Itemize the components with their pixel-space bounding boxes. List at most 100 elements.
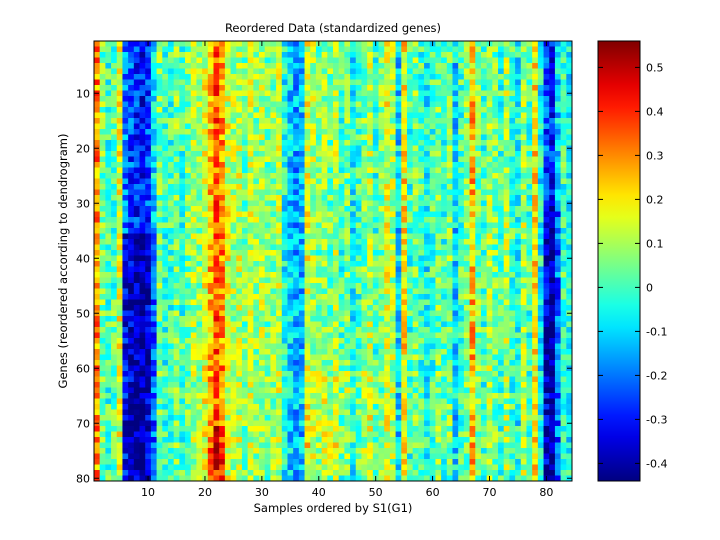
heatmap-cell <box>463 250 470 256</box>
heatmap-cell <box>281 327 288 333</box>
heatmap-cell <box>287 360 294 366</box>
heatmap-cell <box>105 145 112 152</box>
heatmap-cell <box>94 217 101 223</box>
heatmap-cell <box>469 338 476 344</box>
heatmap-cell <box>270 222 277 229</box>
heatmap-cell <box>372 310 379 317</box>
heatmap-cell <box>122 52 129 58</box>
heatmap-cell <box>327 261 334 267</box>
heatmap-cell <box>207 96 214 102</box>
heatmap-cell <box>173 354 180 361</box>
heatmap-cell <box>190 57 197 64</box>
heatmap-cell <box>213 321 220 328</box>
heatmap-cell <box>224 349 231 355</box>
heatmap-cell <box>418 349 425 355</box>
heatmap-cell <box>270 79 277 86</box>
heatmap-cell <box>361 360 368 366</box>
heatmap-cell <box>173 277 180 284</box>
heatmap-cell <box>384 79 391 86</box>
heatmap-cell <box>156 107 163 113</box>
heatmap-cell <box>230 261 237 267</box>
heatmap-cell <box>492 338 499 344</box>
heatmap-cell <box>230 112 237 119</box>
heatmap-cell <box>509 332 516 339</box>
heatmap-cell <box>412 283 419 289</box>
heatmap-cell <box>378 79 385 86</box>
heatmap-cell <box>418 239 425 245</box>
heatmap-cell <box>310 299 317 306</box>
heatmap-cell <box>355 233 362 240</box>
heatmap-cell <box>111 46 118 53</box>
heatmap-cell <box>509 206 516 212</box>
heatmap-cell <box>480 200 488 207</box>
heatmap-cell <box>549 261 556 267</box>
heatmap-cell <box>321 327 328 333</box>
heatmap-cell <box>395 63 402 69</box>
heatmap-cell <box>133 74 140 80</box>
heatmap-cell <box>458 63 465 69</box>
heatmap-cell <box>458 272 465 278</box>
heatmap-cell <box>554 338 562 344</box>
heatmap-cell <box>230 79 237 86</box>
heatmap-cell <box>236 145 243 152</box>
heatmap-cell <box>236 57 243 64</box>
heatmap-cell <box>418 316 425 322</box>
heatmap-cell <box>281 57 288 64</box>
heatmap-cell <box>196 162 203 168</box>
heatmap-cell <box>549 118 556 124</box>
heatmap-cell <box>435 134 442 141</box>
heatmap-cell <box>441 299 448 306</box>
heatmap-cell <box>259 266 266 273</box>
heatmap-cell <box>355 79 362 86</box>
heatmap-cell <box>287 316 294 322</box>
heatmap-cell <box>355 200 362 207</box>
heatmap-cell <box>458 107 465 113</box>
heatmap-cell <box>315 107 323 113</box>
heatmap-cell <box>94 349 101 355</box>
heatmap-cell <box>372 288 379 295</box>
heatmap-cell <box>526 189 533 196</box>
heatmap-cell <box>372 129 379 135</box>
heatmap-cell <box>276 349 283 355</box>
heatmap-cell <box>509 261 516 267</box>
heatmap-cell <box>230 85 237 91</box>
heatmap-cell <box>452 211 459 218</box>
heatmap-cell <box>224 283 231 289</box>
heatmap-cell <box>185 151 192 157</box>
heatmap-cell <box>372 360 379 366</box>
heatmap-cell <box>475 294 482 300</box>
heatmap-cell <box>355 294 362 300</box>
heatmap-cell <box>452 228 459 234</box>
heatmap-cell <box>344 266 351 273</box>
heatmap-cell <box>463 305 470 311</box>
heatmap-cell <box>122 305 129 311</box>
heatmap-cell <box>441 239 448 245</box>
heatmap-cell <box>276 134 283 141</box>
heatmap-cell <box>367 250 374 256</box>
heatmap-cell <box>264 206 271 212</box>
heatmap-cell <box>150 189 157 196</box>
heatmap-cell <box>99 63 106 69</box>
heatmap-cell <box>503 233 510 240</box>
heatmap-cell <box>321 244 328 251</box>
heatmap-cell <box>515 360 522 366</box>
heatmap-cell <box>492 156 499 163</box>
heatmap-cell <box>480 272 488 278</box>
heatmap-cell <box>446 90 453 97</box>
heatmap-cell <box>480 173 488 179</box>
heatmap-cell <box>446 101 453 108</box>
heatmap-cell <box>150 145 157 152</box>
heatmap-cell <box>412 52 419 58</box>
heatmap-cell <box>253 167 260 174</box>
heatmap-cell <box>566 151 573 157</box>
heatmap-cell <box>355 101 362 108</box>
heatmap-cell <box>270 178 277 185</box>
heatmap-cell <box>270 63 277 69</box>
heatmap-cell <box>94 57 101 64</box>
heatmap-cell <box>196 294 203 300</box>
heatmap-cell <box>520 338 527 344</box>
heatmap-cell <box>270 321 277 328</box>
heatmap-cell <box>503 299 510 306</box>
heatmap-cell <box>139 96 146 102</box>
heatmap-cell <box>247 195 254 201</box>
